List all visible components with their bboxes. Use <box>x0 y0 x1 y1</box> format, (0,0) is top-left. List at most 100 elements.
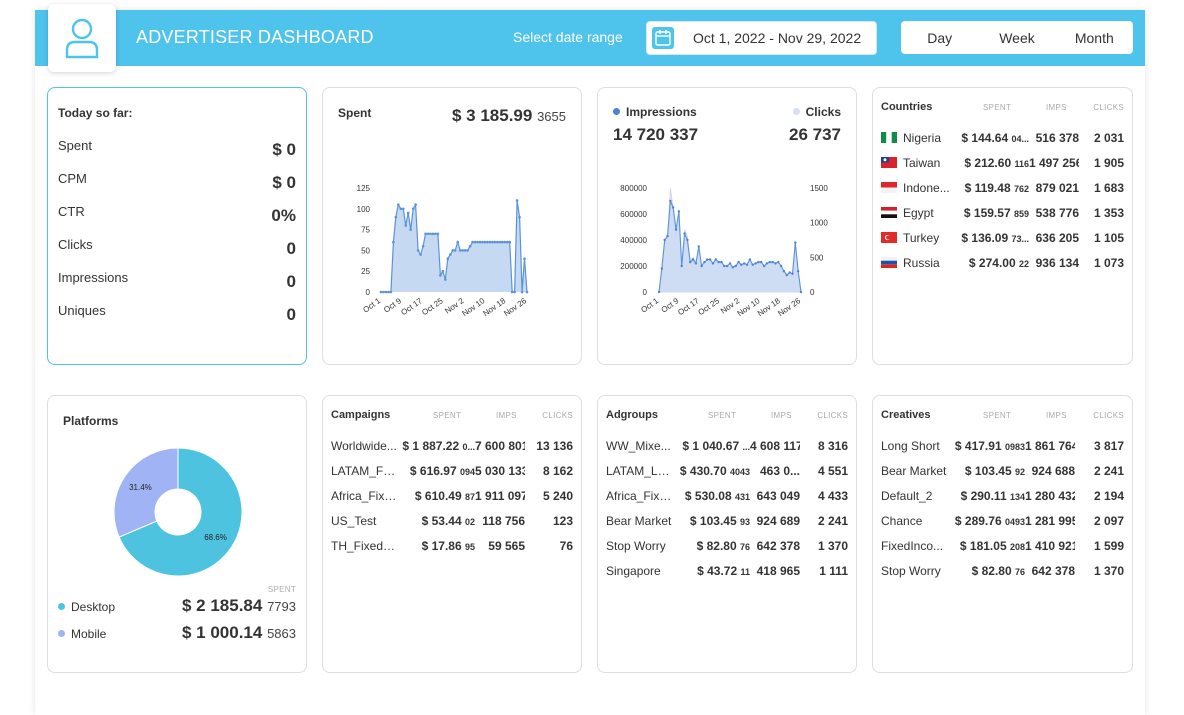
impressions-point <box>774 262 777 265</box>
campaigns-row-label: Africa_Fixe... <box>331 489 397 503</box>
adgroups-row[interactable]: Bear Market $ 103.45 93 924 689 2 241 <box>606 514 848 534</box>
countries-row[interactable]: Egypt $ 159.57 859 538 776 1 353 <box>881 206 1124 226</box>
today-stat-label: Impressions <box>58 270 129 285</box>
countries-row-imps: 879 021 <box>1035 181 1079 195</box>
creatives-row[interactable]: Bear Market $ 103.45 92 924 688 2 241 <box>881 464 1124 484</box>
adgroups-row[interactable]: LATAM_Lo... $ 430.70 4043 463 0... 4 551 <box>606 464 848 484</box>
countries-row-spent-value: $ 212.60 <box>964 156 1012 170</box>
adgroups-row-spent-sub: 93 <box>739 517 750 527</box>
desktop-dot <box>58 603 65 610</box>
countries-row-spent: $ 144.64 04... <box>959 131 1029 145</box>
campaigns-row[interactable]: LATAM_Fix... $ 616.97 094 5 030 133 8 162 <box>331 464 573 484</box>
page-title: ADVERTISER DASHBOARD <box>136 27 374 47</box>
impressions-point <box>762 264 766 268</box>
adgroups-row-spent: $ 530.08 431 <box>674 489 750 503</box>
adgroups-row-clicks: 4 433 <box>817 489 848 503</box>
spent-point <box>486 240 489 244</box>
adgroups-row[interactable]: Singapore $ 43.72 11 418 965 1 111 <box>606 564 848 584</box>
imps-x-tick: Nov 26 <box>776 296 802 318</box>
spent-x-tick: Nov 10 <box>460 296 486 318</box>
countries-col-clicks: CLICKS <box>1093 103 1124 112</box>
adgroups-row-imps: 642 378 <box>756 539 800 553</box>
platforms-pie: 68.6% 31.4% <box>113 447 243 577</box>
countries-row-spent-value: $ 136.09 <box>961 231 1009 245</box>
impressions-point <box>728 262 732 265</box>
spent-point <box>505 240 509 244</box>
impressions-point <box>683 232 686 235</box>
spent-y-tick: 100 <box>357 205 371 214</box>
campaigns-row-name: Africa_Fixe... <box>331 489 397 503</box>
countries-row-spent: $ 119.48 762 <box>959 181 1029 195</box>
spent-point <box>483 240 487 244</box>
creatives-row-imps: 924 688 <box>1031 464 1075 478</box>
today-stat-row: CTR 0% <box>58 204 296 234</box>
pie-slice-desktop[interactable] <box>118 447 243 577</box>
creatives-row[interactable]: Chance $ 289.76 0493 1 281 995 2 097 <box>881 514 1124 534</box>
countries-row[interactable]: Turkey $ 136.09 73... 636 205 1 105 <box>881 231 1124 251</box>
creatives-row[interactable]: Default_2 $ 290.11 134 1 280 432 2 194 <box>881 489 1124 509</box>
spent-point <box>401 207 405 211</box>
campaigns-row[interactable]: Worldwide... $ 1 887.22 0... 7 600 801 13 1… <box>331 439 573 459</box>
creatives-row-name: Default_2 <box>881 489 947 503</box>
clicks-dot <box>792 108 800 115</box>
countries-row[interactable]: Taiwan $ 212.60 116 1 497 256 1 905 <box>881 156 1124 176</box>
spent-y-tick: 75 <box>361 226 370 235</box>
header-bar: ADVERTISER DASHBOARD Select date range O… <box>35 4 1145 72</box>
adgroups-row[interactable]: WW_Mixe... $ 1 040.67 ... 4 608 117 8 316 <box>606 439 848 459</box>
campaigns-row-spent-value: $ 53.44 <box>421 514 462 528</box>
campaigns-row-spent-value: $ 17.86 <box>421 539 462 553</box>
impressions-point <box>680 264 683 268</box>
impressions-point <box>782 270 786 273</box>
creatives-row-spent-sub: 208 <box>1009 542 1025 552</box>
creatives-row-spent: $ 103.45 92 <box>949 464 1025 478</box>
adgroups-col-clicks: CLICKS <box>817 411 848 420</box>
spent-point <box>379 290 383 294</box>
today-stat-label: Clicks <box>58 237 93 252</box>
period-month-button[interactable]: Month <box>1074 29 1114 46</box>
countries-row-clicks: 1 905 <box>1093 156 1124 170</box>
period-day-button[interactable]: Day <box>927 29 953 46</box>
countries-row[interactable]: Nigeria $ 144.64 04... 516 378 2 031 <box>881 131 1124 151</box>
spent-area <box>381 200 527 292</box>
today-stat-value: $ 0 <box>272 173 296 192</box>
impressions-point <box>723 264 726 268</box>
spent-point <box>500 240 504 244</box>
today-stat-value: 0 <box>286 272 296 291</box>
spent-point <box>446 257 450 261</box>
creatives-title: Creatives <box>881 409 931 421</box>
creatives-row[interactable]: Long Short $ 417.91 0983 1 861 764 3 817 <box>881 439 1124 459</box>
imps-y-tick-right: 0 <box>810 288 815 297</box>
creatives-row[interactable]: Stop Worry $ 82.80 76 642 378 1 370 <box>881 564 1124 584</box>
spent-point <box>439 274 442 277</box>
today-stat-value: 0 <box>286 239 296 258</box>
spent-point <box>414 203 417 206</box>
countries-row-spent-value: $ 274.00 <box>968 256 1016 270</box>
countries-row-spent-sub: 762 <box>1013 184 1029 194</box>
impressions-point <box>697 245 700 248</box>
pie-slice-mobile[interactable] <box>113 447 179 538</box>
platforms-col-spent: SPENT <box>267 585 296 594</box>
adgroups-row-clicks: 4 551 <box>817 464 848 478</box>
date-range-picker[interactable]: Oct 1, 2022 - Nov 29, 2022 <box>646 21 877 55</box>
creatives-row[interactable]: FixedInco... $ 181.05 208 1 410 921 1 599 <box>881 539 1124 559</box>
impressions-point <box>765 262 769 265</box>
flag-tw-icon <box>881 157 897 168</box>
campaigns-row[interactable]: Africa_Fixe... $ 610.49 87 1 911 097 5 240 <box>331 489 573 509</box>
adgroups-row-label: Stop Worry <box>606 539 666 553</box>
period-week-button[interactable]: Week <box>999 29 1035 46</box>
impressions-point <box>725 264 729 268</box>
campaigns-row-spent-sub: 094 <box>459 467 475 477</box>
countries-title: Countries <box>881 101 933 113</box>
adgroups-row[interactable]: Africa_Fixe... $ 530.08 431 643 049 4 433 <box>606 489 848 509</box>
campaigns-row[interactable]: US_Test $ 53.44 02 118 756 123 <box>331 514 573 534</box>
campaigns-row[interactable]: TH_FixedIn... $ 17.86 95 59 565 76 <box>331 539 573 559</box>
avatar[interactable] <box>48 4 116 72</box>
spent-point <box>508 240 511 244</box>
countries-row[interactable]: Russia $ 274.00 22 936 134 1 073 <box>881 256 1124 276</box>
countries-row[interactable]: Indone... $ 119.48 762 879 021 1 683 <box>881 181 1124 201</box>
imps-y-tick-left: 0 <box>643 288 648 297</box>
countries-row-spent: $ 212.60 116 <box>959 156 1029 170</box>
adgroups-row[interactable]: Stop Worry $ 82.80 76 642 378 1 370 <box>606 539 848 559</box>
spent-point <box>488 240 492 244</box>
campaigns-row-imps: 5 030 133 <box>475 464 525 478</box>
